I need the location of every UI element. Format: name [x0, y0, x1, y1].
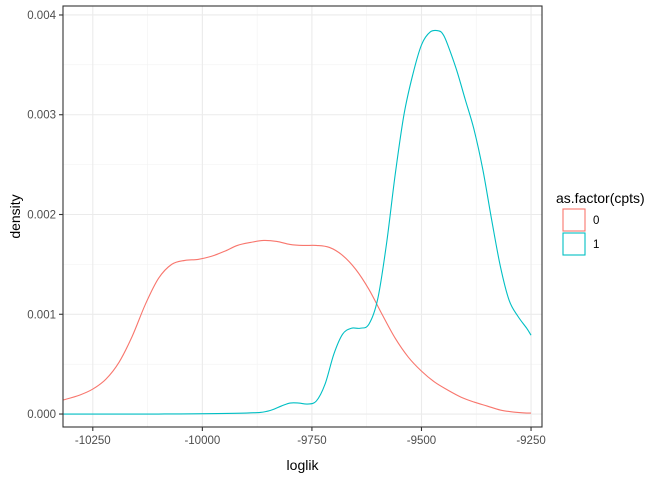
- y-tick-label: 0.003: [27, 110, 56, 122]
- x-tick-label: -10000: [184, 435, 220, 447]
- legend-key-0: [562, 208, 586, 232]
- y-tick-label: 0.004: [27, 10, 56, 22]
- y-tick-label: 0.000: [27, 409, 56, 421]
- legend-label-0: 0: [593, 215, 599, 227]
- legend-label-1: 1: [593, 239, 599, 251]
- panel-border: [62, 5, 543, 428]
- legend-title: as.factor(cpts): [556, 190, 645, 206]
- plot-panel: [62, 5, 543, 428]
- x-tick-label: -9250: [516, 435, 545, 447]
- legend-key-1: [562, 232, 586, 256]
- density-line-series-1: [63, 29, 532, 415]
- x-tick-label: -9750: [297, 435, 326, 447]
- y-tick-label: 0.001: [27, 309, 56, 321]
- y-tick-label: 0.002: [27, 210, 56, 222]
- x-axis-title: loglik: [287, 457, 320, 473]
- legend-items: 01: [562, 208, 599, 256]
- y-axis-title: density: [7, 194, 23, 238]
- x-tick-label: -9500: [407, 435, 436, 447]
- density-curves: [62, 29, 532, 415]
- grid-lines: [63, 6, 542, 427]
- axes: -10250 -10000 -9750 -9500 -9250 0.000 0.001 0.0…: [27, 10, 546, 447]
- legend: as.factor(cpts) 01: [556, 190, 645, 256]
- density-line-series-0: [62, 239, 532, 414]
- x-tick-label: -10250: [75, 435, 111, 447]
- panel-background: [63, 6, 542, 427]
